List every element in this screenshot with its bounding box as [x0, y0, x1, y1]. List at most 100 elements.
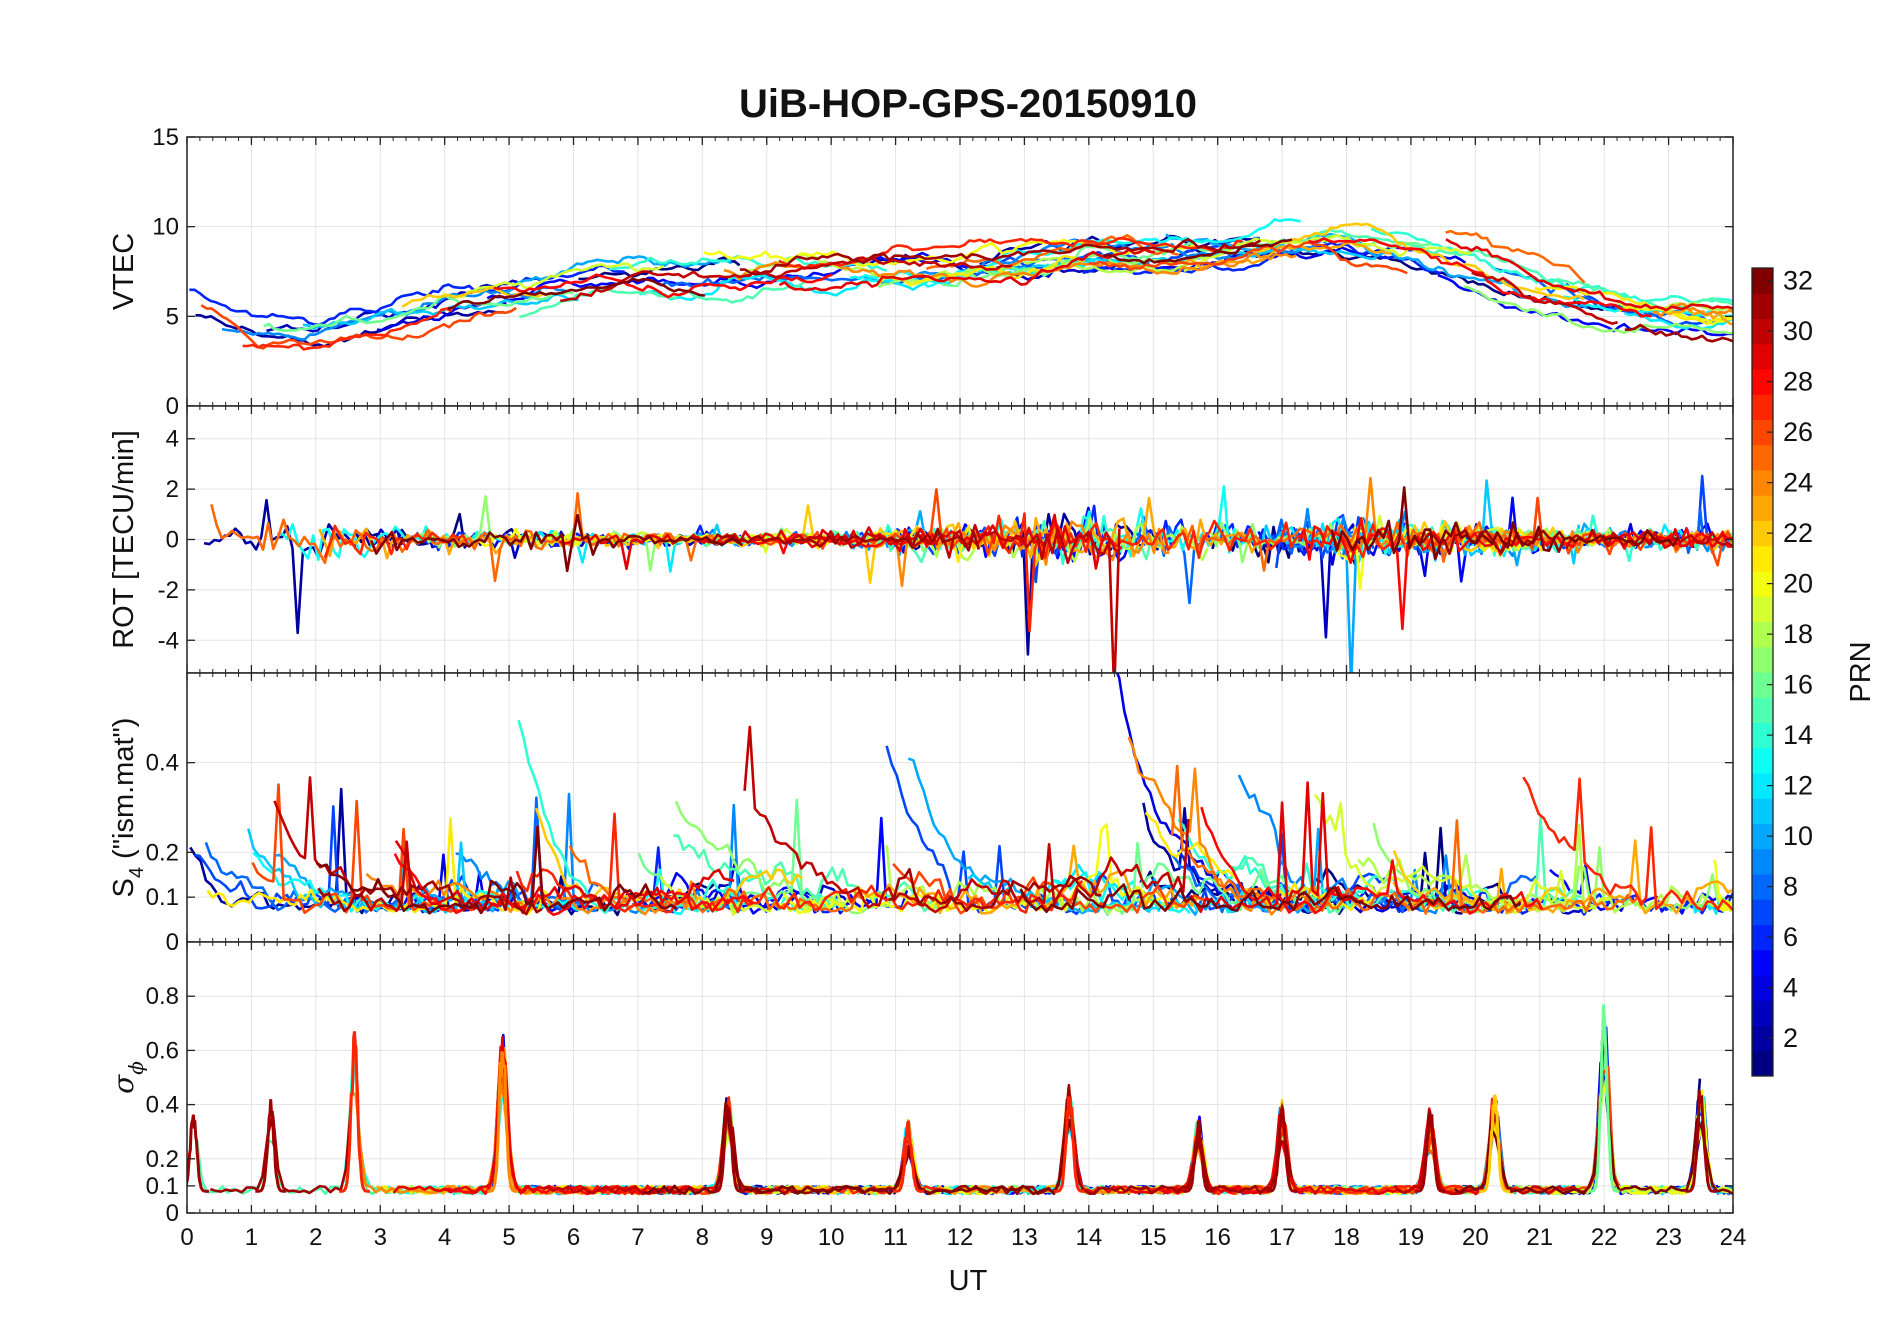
- series-line-prn-29: [1189, 781, 1364, 914]
- sigma-peak-line: [1054, 1096, 1085, 1193]
- colorbar-swatch: [1752, 697, 1773, 723]
- series-line-prn-32: [447, 277, 705, 310]
- series-line-prn-23: [1666, 306, 1733, 326]
- colorbar-tick-label: 16: [1783, 670, 1813, 700]
- x-tick-label: 13: [1011, 1224, 1038, 1251]
- series-line-prn-20: [703, 238, 1198, 268]
- x-tick-label: 24: [1720, 1224, 1747, 1251]
- sigma-peak-line: [1182, 1118, 1214, 1193]
- colorbar-tick-label: 2: [1783, 1023, 1798, 1053]
- colorbar-swatch: [1752, 394, 1773, 420]
- y-tick-label: 0.4: [146, 750, 179, 777]
- y-axis-label-rot: ROT [TECU/min]: [108, 430, 140, 649]
- sigma-peak-line: [487, 1051, 519, 1193]
- y-label-main: S: [108, 878, 140, 897]
- series-line-prn-10: [499, 255, 733, 294]
- y-tick-label: 15: [152, 124, 179, 151]
- colorbar-swatch: [1752, 470, 1773, 496]
- colorbar-swatch: [1752, 949, 1773, 976]
- sigma-peak-line: [255, 1099, 287, 1193]
- series-line-prn-31: [209, 1100, 353, 1195]
- colorbar-swatch: [1752, 924, 1773, 951]
- sigma-peak-line: [1588, 1004, 1620, 1193]
- y-label-sub: 4: [126, 867, 148, 878]
- series-line-prn-30: [1565, 528, 1733, 550]
- colorbar-tick-label: 26: [1783, 417, 1813, 447]
- colorbar-tick-label: 18: [1783, 619, 1813, 649]
- series-line-prn-19: [1313, 794, 1613, 915]
- colorbar-swatch: [1752, 899, 1773, 925]
- series-line-prn-5: [649, 816, 909, 915]
- series-vtec: [189, 218, 1733, 351]
- y-axis-label-sigma_phi: σϕ: [107, 1061, 148, 1094]
- colorbar-tick-label: 24: [1783, 468, 1813, 498]
- sigma-peak-line: [893, 1120, 924, 1193]
- chart-title: UiB-HOP-GPS-20150910: [739, 82, 1197, 126]
- colorbar-swatch: [1752, 621, 1773, 648]
- colorbar-tick-label: 6: [1783, 922, 1798, 952]
- series-line-prn-29: [1445, 238, 1733, 312]
- colorbar-swatch: [1752, 293, 1773, 319]
- colorbar-tick-label: 12: [1783, 771, 1813, 801]
- colorbar-swatch: [1752, 773, 1773, 799]
- colorbar-swatch: [1752, 444, 1773, 471]
- series-line-prn-30: [542, 1185, 688, 1195]
- x-tick-label: 10: [818, 1224, 845, 1251]
- colorbar-swatch: [1752, 343, 1773, 370]
- colorbar-tick-label: 4: [1783, 973, 1798, 1003]
- x-tick-label: 20: [1462, 1224, 1489, 1251]
- colorbar-tick-label: 20: [1783, 569, 1813, 599]
- colorbar-tick-label: 32: [1783, 266, 1813, 296]
- x-tick-label: 9: [760, 1224, 773, 1251]
- series-line-prn-30: [743, 725, 1190, 914]
- x-tick-label: 16: [1204, 1224, 1231, 1251]
- series-line-prn-7: [1565, 282, 1733, 327]
- colorbar-swatch: [1752, 646, 1773, 673]
- series-line-prn-16: [263, 290, 574, 333]
- y-axis-label-s4: S4 ("ism.mat"): [108, 718, 148, 898]
- colorbar-swatch: [1752, 874, 1773, 900]
- x-tick-label: 0: [180, 1224, 193, 1251]
- series-line-prn-6: [189, 264, 625, 327]
- series-line-prn-25: [1170, 764, 1645, 915]
- colorbar-swatch: [1752, 545, 1773, 572]
- sigma-peak-line: [1414, 1109, 1446, 1193]
- series-line-prn-26: [251, 783, 482, 915]
- panel-vtec: 0 5 10 15 VTEC: [108, 124, 1734, 420]
- y-label-sub: ϕ: [124, 1061, 148, 1075]
- x-tick-label: 7: [631, 1224, 644, 1251]
- series-line-prn-31: [707, 527, 981, 552]
- series-line-prn-32: [369, 513, 744, 573]
- y-tick-label: 4: [166, 426, 179, 453]
- series-line-prn-17: [1463, 285, 1733, 335]
- y-tick-label: 0.1: [146, 884, 179, 911]
- colorbar-swatch: [1752, 596, 1773, 622]
- x-axis-label: UT: [949, 1265, 988, 1297]
- colorbar-tick-label: 28: [1783, 367, 1813, 397]
- colorbar-swatch: [1752, 823, 1773, 850]
- series-line-prn-22: [1252, 222, 1585, 301]
- series-line-prn-21: [1534, 285, 1733, 326]
- x-tick-label: 17: [1269, 1224, 1296, 1251]
- y-tick-label: -4: [158, 627, 179, 654]
- colorbar-label: PRN: [1845, 641, 1877, 702]
- series-line-prn-27: [242, 307, 453, 351]
- colorbar-swatch: [1752, 747, 1773, 774]
- series-rot: [203, 474, 1733, 673]
- sigma-peak-line: [187, 1114, 209, 1193]
- colorbar-swatch: [1752, 520, 1773, 547]
- colorbar-tick-label: 22: [1783, 518, 1813, 548]
- colorbar-swatch: [1752, 722, 1773, 749]
- y-tick-label: 0.4: [146, 1092, 179, 1119]
- series-line-prn-32: [315, 825, 678, 915]
- x-tick-label: 3: [374, 1224, 387, 1251]
- sigma-peak-line: [712, 1101, 744, 1193]
- y-tick-label: 0: [166, 929, 179, 956]
- x-tick-label: 8: [696, 1224, 709, 1251]
- y-tick-label: 2: [166, 476, 179, 503]
- series-line-prn-18: [1357, 823, 1733, 914]
- y-tick-label: 0.1: [146, 1173, 179, 1200]
